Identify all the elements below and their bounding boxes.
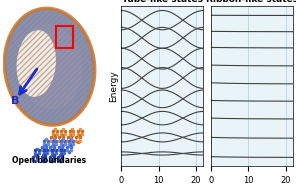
Ellipse shape	[17, 25, 83, 109]
Title: Tube-like states: Tube-like states	[122, 0, 203, 4]
Ellipse shape	[17, 30, 56, 97]
Y-axis label: Energy: Energy	[110, 70, 118, 102]
Text: B: B	[11, 96, 19, 106]
Title: Ribbon-like states: Ribbon-like states	[206, 0, 296, 4]
Ellipse shape	[4, 8, 95, 125]
Text: Open boundaries: Open boundaries	[12, 156, 86, 165]
